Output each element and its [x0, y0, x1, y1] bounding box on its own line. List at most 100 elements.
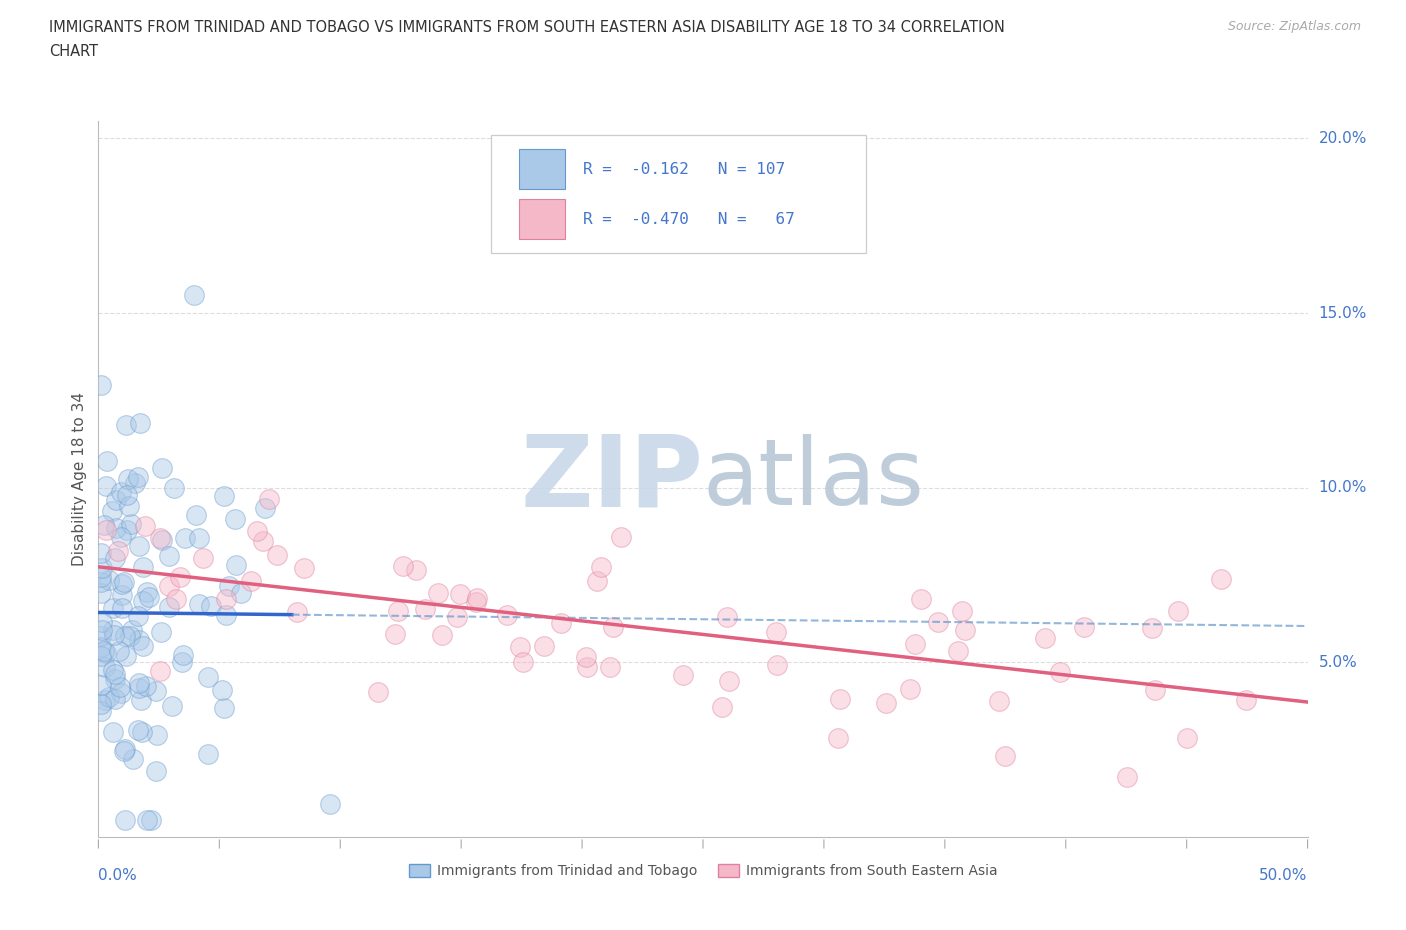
- Point: [367, 684, 389, 699]
- Text: 0.0%: 0.0%: [98, 868, 138, 883]
- Point: [105, 520, 128, 535]
- Point: [599, 660, 621, 675]
- Point: [215, 591, 238, 606]
- FancyBboxPatch shape: [519, 199, 565, 239]
- Point: [319, 796, 342, 811]
- Point: [150, 460, 173, 475]
- Point: [97, 690, 120, 705]
- Point: [122, 751, 145, 766]
- Point: [465, 591, 488, 605]
- Point: [904, 637, 927, 652]
- Point: [114, 418, 136, 432]
- Point: [1209, 572, 1232, 587]
- Point: [149, 531, 172, 546]
- Point: [120, 629, 142, 644]
- Point: [955, 622, 977, 637]
- Point: [131, 560, 153, 575]
- Point: [253, 500, 276, 515]
- Text: atlas: atlas: [703, 434, 925, 524]
- Point: [93, 692, 115, 707]
- Point: [107, 543, 129, 558]
- Text: Source: ZipAtlas.com: Source: ZipAtlas.com: [1227, 20, 1361, 33]
- Point: [149, 663, 172, 678]
- Point: [392, 559, 415, 574]
- Point: [132, 593, 155, 608]
- Point: [129, 415, 152, 430]
- Point: [121, 622, 143, 637]
- Point: [94, 478, 117, 493]
- Point: [550, 616, 572, 631]
- Point: [150, 625, 173, 640]
- Text: 50.0%: 50.0%: [1260, 868, 1308, 883]
- Point: [131, 724, 153, 739]
- Point: [114, 812, 136, 827]
- Point: [90, 677, 112, 692]
- Point: [602, 619, 624, 634]
- Point: [135, 812, 157, 827]
- Point: [509, 640, 531, 655]
- Point: [212, 488, 235, 503]
- Point: [827, 730, 849, 745]
- Point: [108, 679, 131, 694]
- Point: [988, 694, 1011, 709]
- Point: [224, 512, 246, 526]
- Point: [430, 627, 453, 642]
- Point: [172, 647, 194, 662]
- Point: [426, 586, 449, 601]
- Point: [90, 628, 112, 643]
- Point: [711, 699, 734, 714]
- Point: [405, 563, 427, 578]
- Point: [186, 507, 208, 522]
- Point: [240, 574, 263, 589]
- Point: [111, 588, 134, 603]
- Point: [94, 645, 117, 660]
- Point: [101, 622, 124, 637]
- Point: [114, 629, 136, 644]
- Point: [246, 524, 269, 538]
- Point: [830, 692, 852, 707]
- Point: [157, 578, 180, 593]
- Point: [211, 683, 233, 698]
- Point: [413, 602, 436, 617]
- Point: [114, 741, 136, 756]
- Point: [183, 288, 205, 303]
- Text: 10.0%: 10.0%: [1319, 480, 1367, 495]
- Point: [107, 644, 129, 658]
- Point: [163, 481, 186, 496]
- Point: [135, 585, 157, 600]
- Point: [875, 696, 897, 711]
- Point: [575, 659, 598, 674]
- Point: [717, 673, 740, 688]
- Point: [145, 764, 167, 778]
- Point: [96, 453, 118, 468]
- Point: [292, 561, 315, 576]
- Point: [1049, 664, 1071, 679]
- Point: [165, 591, 187, 606]
- Point: [285, 604, 308, 619]
- Point: [146, 727, 169, 742]
- Point: [90, 546, 112, 561]
- Point: [946, 644, 969, 658]
- Point: [927, 615, 949, 630]
- Point: [1142, 621, 1164, 636]
- Point: [111, 601, 134, 616]
- Point: [1234, 693, 1257, 708]
- Text: IMMIGRANTS FROM TRINIDAD AND TOBAGO VS IMMIGRANTS FROM SOUTH EASTERN ASIA DISABI: IMMIGRANTS FROM TRINIDAD AND TOBAGO VS I…: [49, 20, 1005, 59]
- Point: [173, 531, 195, 546]
- Point: [257, 491, 280, 506]
- Point: [110, 485, 132, 499]
- Point: [766, 658, 789, 672]
- Point: [112, 744, 135, 759]
- Point: [512, 654, 534, 669]
- Point: [609, 529, 631, 544]
- Point: [90, 697, 112, 711]
- Point: [103, 601, 125, 616]
- Point: [200, 599, 222, 614]
- Point: [104, 667, 127, 682]
- Point: [110, 685, 132, 700]
- Point: [127, 609, 149, 624]
- Point: [94, 659, 117, 674]
- Point: [449, 587, 471, 602]
- Point: [1143, 682, 1166, 697]
- Point: [90, 649, 112, 664]
